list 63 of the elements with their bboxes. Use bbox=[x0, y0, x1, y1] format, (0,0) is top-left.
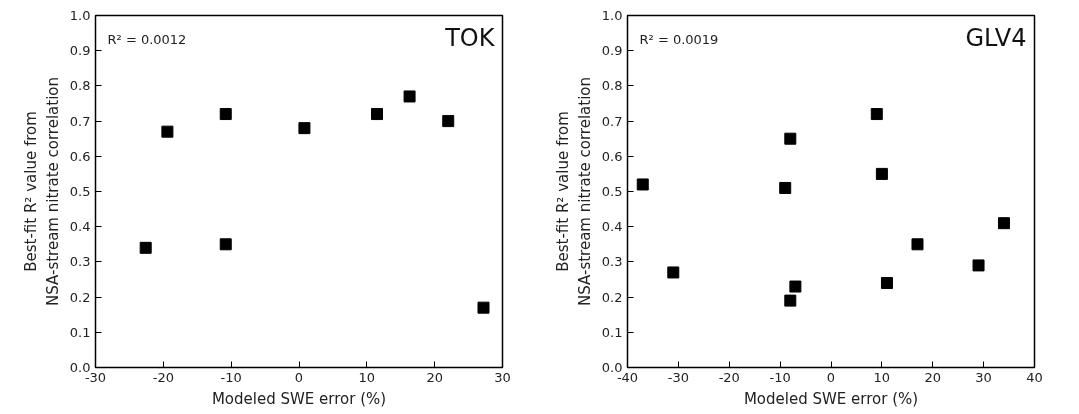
point bbox=[403, 90, 416, 103]
x-tick-label: 0 bbox=[826, 369, 836, 385]
x-tick-label: -20 bbox=[718, 369, 740, 385]
y-tick-label: 0.5 bbox=[69, 184, 91, 199]
annotation: R² = 0.0012 bbox=[107, 31, 187, 47]
y-tick-label: 0.6 bbox=[601, 148, 623, 164]
point bbox=[875, 167, 888, 180]
y-tick-label: 0.3 bbox=[601, 254, 623, 270]
x-tick-label: 20 bbox=[924, 369, 942, 385]
point bbox=[161, 125, 174, 138]
point bbox=[789, 280, 802, 293]
x-tick-label: 20 bbox=[426, 369, 443, 385]
point bbox=[779, 181, 792, 194]
y-tick-label: 0.7 bbox=[601, 113, 623, 129]
point bbox=[219, 108, 232, 121]
point bbox=[880, 277, 893, 290]
x-tick-label: 30 bbox=[494, 369, 511, 385]
y-tick-label: 0.6 bbox=[69, 148, 91, 164]
point bbox=[298, 122, 311, 135]
x-axis-title: Modeled SWE error (%) bbox=[743, 389, 919, 408]
point bbox=[636, 178, 649, 191]
x-tick-label: 10 bbox=[358, 369, 376, 385]
y-axis-title: Best-fit R² value from NSA-stream nitrate correlation bbox=[554, 77, 594, 306]
y-tick-label: 1.0 bbox=[601, 8, 623, 23]
y-axis-title: Best-fit R² value from NSA-stream nitrate correlation bbox=[22, 77, 62, 306]
x-tick-label: 0 bbox=[294, 369, 304, 385]
point bbox=[870, 108, 883, 121]
x-tick-label: 40 bbox=[1026, 369, 1043, 385]
y-tick-label: 0.8 bbox=[601, 78, 623, 94]
point bbox=[219, 238, 232, 251]
point bbox=[477, 301, 490, 314]
chart-title: GLV4 bbox=[965, 23, 1027, 52]
y-tick-label: 0.7 bbox=[69, 113, 91, 129]
x-tick-label: -20 bbox=[152, 369, 174, 385]
y-tick-label: 0.4 bbox=[601, 219, 623, 235]
x-tick-label: -10 bbox=[220, 369, 242, 385]
y-tick-label: 0.5 bbox=[601, 184, 623, 199]
y-tick-label: 0.9 bbox=[601, 43, 623, 59]
point bbox=[784, 294, 797, 307]
point bbox=[139, 241, 152, 254]
y-tick-label: 0.9 bbox=[69, 43, 91, 59]
y-tick-label: 0.4 bbox=[69, 219, 91, 235]
point bbox=[371, 108, 384, 121]
point bbox=[784, 132, 797, 145]
x-tick-label: -10 bbox=[769, 369, 791, 385]
y-tick-label: 0.1 bbox=[601, 324, 623, 340]
y-tick-label: 0.3 bbox=[69, 254, 91, 270]
point bbox=[442, 115, 455, 128]
y-tick-label: 1.0 bbox=[69, 8, 91, 23]
x-tick-label: 30 bbox=[975, 369, 992, 385]
y-tick-label: 0.1 bbox=[69, 324, 91, 340]
annotation: R² = 0.0019 bbox=[639, 31, 719, 47]
y-tick-label: 0.2 bbox=[69, 289, 91, 305]
x-tick-label: 10 bbox=[873, 369, 891, 385]
y-tick-label: 0.2 bbox=[601, 289, 623, 305]
x-tick-label: -30 bbox=[667, 369, 689, 385]
x-axis-title: Modeled SWE error (%) bbox=[211, 389, 387, 408]
point bbox=[911, 238, 924, 251]
point bbox=[997, 217, 1010, 230]
chart-title: TOK bbox=[444, 23, 496, 52]
point bbox=[667, 266, 680, 279]
point bbox=[972, 259, 985, 272]
y-tick-label: 0.8 bbox=[69, 78, 91, 94]
